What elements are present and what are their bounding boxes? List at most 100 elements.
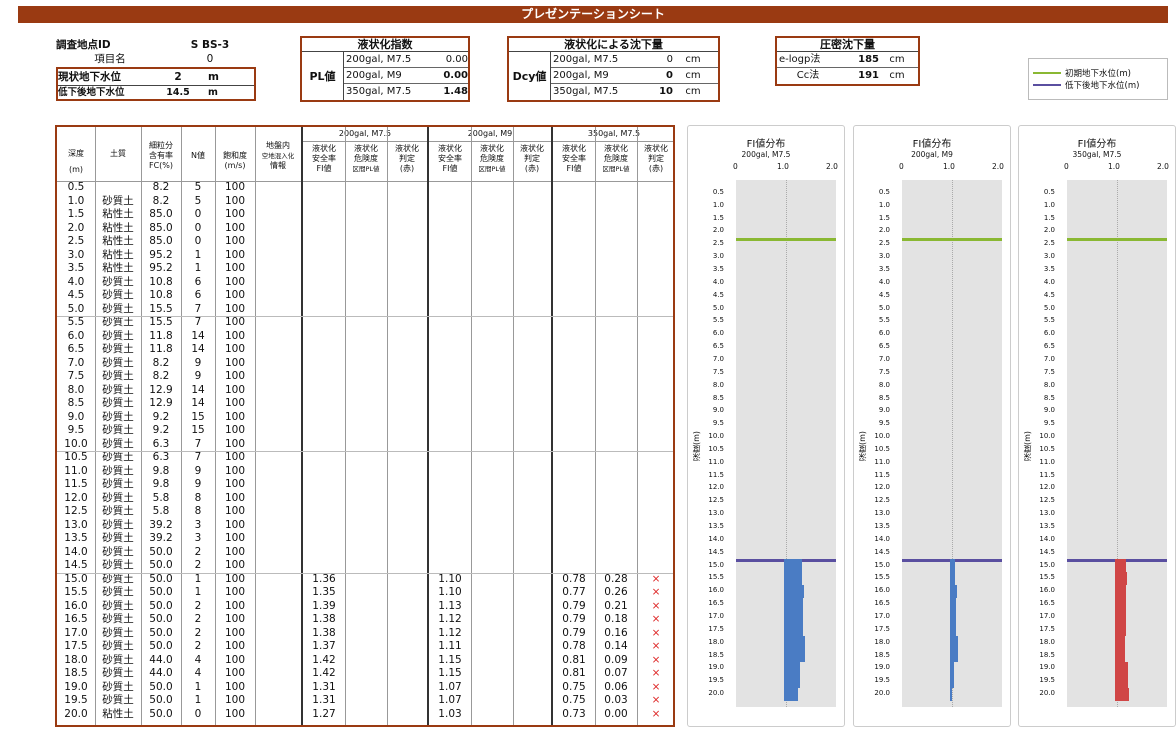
table-cell: 17.5 — [64, 640, 88, 652]
y-tick-label: 12.0 — [708, 483, 724, 492]
table-cell: 2.5 — [67, 235, 85, 247]
y-tick-label: 8.5 — [1043, 393, 1055, 402]
y-tick-label: 0.5 — [878, 187, 890, 196]
table-cell: 9.0 — [67, 410, 85, 423]
y-tick-label: 4.5 — [712, 290, 724, 299]
table-cell: 粘性土 — [102, 262, 134, 274]
current-gw-label: 現状地下水位 — [58, 71, 121, 83]
table-cell: 砂質土 — [102, 694, 134, 706]
fi-chart-1: FI値分布 200gal, M7.5 0 1.0 2.0 深度(m) 0.5 1.… — [687, 125, 845, 727]
table-cell: 13.5 — [64, 532, 88, 544]
table-cell: 0.75 — [562, 680, 586, 693]
fi-bar — [950, 674, 954, 688]
y-tick-label: 16.0 — [874, 586, 890, 595]
table-cell: 15.5 — [64, 586, 88, 598]
liquefaction-table: 深度 (m) 土質 細粒分 含有率 FC(%) N値 飽和度 (m/s) 地盤内 空地混入… — [55, 125, 675, 727]
table-cell: 0.07 — [604, 667, 628, 679]
table-cell: 0.77 — [562, 586, 586, 598]
fi-bar — [784, 610, 803, 624]
y-tick-label: 6.0 — [1043, 329, 1055, 338]
table-cell: 7.5 — [67, 370, 85, 382]
legend-swatch-initial — [1033, 72, 1061, 74]
table-cell: 砂質土 — [102, 424, 134, 436]
table-row: 10.0 砂質土 6.3 7 100 — [57, 438, 673, 452]
y-tick-label: 9.0 — [712, 406, 724, 415]
col-depth: 深度 (m) — [68, 149, 84, 174]
table-cell: 100 — [224, 235, 246, 247]
table-row: 13.5 砂質土 39.2 3 100 — [57, 532, 673, 546]
table-cell: 8.2 — [152, 370, 170, 382]
table-cell: 100 — [224, 559, 246, 571]
table-row: 16.0 砂質土 50.0 2 100 1.39 1.13 0.79 0.21 × — [57, 600, 673, 614]
col-saturation: 飽和度 (m/s) — [223, 151, 247, 170]
table-cell: 1.42 — [312, 653, 336, 666]
dcy-side-label: Dcy値 — [509, 52, 551, 100]
table-cell: 4.0 — [67, 275, 85, 288]
table-row: 2.0 粘性土 85.0 0 100 — [57, 222, 673, 236]
table-cell: 2 — [194, 599, 202, 612]
fi-bar — [784, 662, 800, 675]
table-cell: 0.78 — [562, 640, 586, 652]
table-cell: 39.2 — [149, 532, 173, 544]
table-row: 20.0 粘性土 50.0 0 100 1.27 1.03 0.73 0.00 × — [57, 708, 673, 722]
fi-bar — [784, 623, 803, 637]
table-cell: 砂質土 — [102, 370, 134, 382]
group-1: 200gal, M7.5 — [338, 129, 392, 138]
y-tick-label: 19.5 — [874, 676, 890, 685]
y-tick-label: 17.5 — [1039, 624, 1055, 633]
initial-groundwater-line — [1067, 238, 1167, 242]
fi-chart-3: FI値分布 350gal, M7.5 0 1.0 2.0 深度(m) 0.5 1.… — [1018, 125, 1176, 727]
table-cell: 100 — [224, 532, 246, 544]
table-cell: 100 — [224, 626, 246, 639]
y-axis-label: 深度(m) — [858, 431, 867, 462]
table-cell: 0.81 — [562, 653, 586, 666]
y-tick-label: 2.5 — [712, 239, 724, 248]
table-cell: 100 — [224, 613, 246, 625]
y-tick-label: 9.0 — [878, 406, 890, 415]
table-cell: 1 — [194, 248, 202, 261]
table-cell: 1.12 — [438, 626, 462, 639]
y-tick-label: 13.0 — [1039, 509, 1055, 518]
table-cell: 1 — [194, 680, 202, 693]
table-cell: 1.31 — [312, 694, 336, 706]
table-cell: 50.0 — [149, 613, 173, 625]
table-row: 18.0 砂質土 44.0 4 100 1.42 1.15 0.81 0.09 × — [57, 654, 673, 668]
fi-bar — [784, 597, 803, 611]
table-row: 14.5 砂質土 50.0 2 100 — [57, 559, 673, 573]
table-cell: 6.3 — [152, 451, 170, 463]
table-cell: 13.0 — [64, 518, 88, 531]
y-tick-label: 19.0 — [708, 663, 724, 672]
table-cell: 8 — [194, 491, 202, 504]
pl-side-label: PL値 — [302, 52, 344, 100]
table-row: 1.5 粘性土 85.0 0 100 — [57, 208, 673, 222]
fi-bar — [784, 674, 800, 688]
table-cell: 18.0 — [64, 653, 88, 666]
table-cell: 2.0 — [67, 221, 85, 234]
table-cell: 100 — [224, 478, 246, 490]
table-cell: 2 — [194, 545, 202, 558]
table-cell: 100 — [224, 680, 246, 693]
y-tick-label: 19.5 — [1039, 676, 1055, 685]
table-cell: 14 — [191, 397, 205, 409]
y-tick-label: 5.5 — [1043, 316, 1055, 325]
fi-bar — [784, 636, 805, 650]
pl-header: 液状化指数 — [302, 38, 468, 52]
table-cell: 1.35 — [312, 586, 336, 598]
table-cell: 18.5 — [64, 667, 88, 679]
table-row: 7.5 砂質土 8.2 9 100 — [57, 370, 673, 384]
y-tick-label: 19.0 — [874, 663, 890, 672]
table-cell: 95.2 — [149, 248, 173, 261]
table-cell: 100 — [224, 316, 246, 328]
table-cell: 10.8 — [149, 275, 173, 288]
y-tick-label: 7.0 — [878, 354, 890, 363]
table-cell: 4 — [194, 653, 202, 666]
table-row: 12.0 砂質土 5.8 8 100 — [57, 492, 673, 506]
table-cell: × — [651, 586, 661, 598]
y-tick-label: 14.0 — [1039, 534, 1055, 543]
table-cell: 100 — [224, 262, 246, 274]
table-cell: 19.0 — [64, 680, 88, 693]
table-cell: 0.06 — [604, 680, 628, 693]
fi-bar — [950, 610, 956, 624]
y-tick-label: 9.5 — [878, 419, 890, 428]
table-row: 11.5 砂質土 9.8 9 100 — [57, 478, 673, 492]
